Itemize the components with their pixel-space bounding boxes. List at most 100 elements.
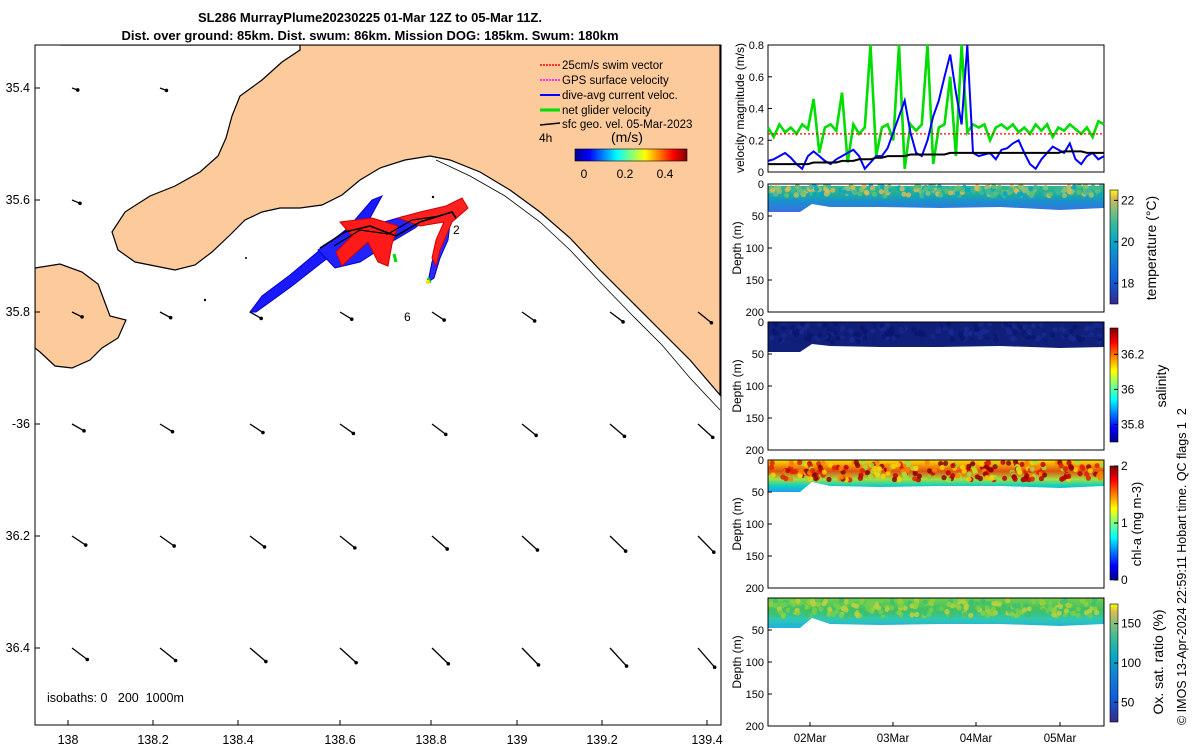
net-glider-track [319, 211, 457, 249]
velocity-ytick: 0.6 [749, 72, 764, 84]
colorbar-tick: 36 [1121, 382, 1135, 396]
geo-arrow [159, 423, 173, 433]
colorbar-tick: 50 [1121, 695, 1135, 709]
legend-gps-velocity: GPS surface velocity [562, 75, 669, 87]
depth-tick: 100 [746, 519, 764, 531]
colorbar-tick: 150 [1121, 617, 1141, 631]
geo-arrow [609, 535, 627, 552]
title-line-2: Dist. over ground: 85km. Dist. swum: 86k… [121, 28, 619, 43]
geo-arrow [339, 311, 353, 320]
chl-cbar-label: chl-a (mg m-3) [1129, 482, 1144, 567]
velocity-ytick: 0.8 [749, 40, 764, 52]
oxygen-ylabel: Depth (m) [730, 635, 744, 688]
lat-tick-label: 35.6 [6, 193, 30, 207]
geo-arrow [697, 423, 714, 438]
legend-swim-vector: 25cm/s swim vector [562, 60, 663, 72]
velocity-ytick: 0.4 [749, 104, 764, 116]
depth-tick: 0 [758, 317, 764, 329]
oxygen-cbar-label: Ox. sat. ratio (%) [1150, 609, 1166, 714]
depth-tick: 0 [758, 455, 764, 467]
waypoint-label-6: 6 [404, 310, 411, 324]
depth-tick: 150 [746, 689, 764, 701]
time-tick-label: 02Mar [794, 733, 827, 745]
dive-avg-current-arrows [249, 195, 384, 313]
lat-axis: 35.4 35.6 35.8 -36 36.2 36.4 [6, 81, 40, 655]
salinity-ylabel: Depth (m) [730, 359, 744, 412]
geo-arrow [249, 647, 267, 663]
geo-arrow [249, 535, 265, 548]
time-tick-label: 04Mar [960, 733, 993, 745]
colorbar-tick: 36.2 [1121, 347, 1145, 361]
waypoint-label-2: 2 [453, 223, 460, 237]
depth-tick: 50 [752, 625, 764, 637]
map-panel: 2 6 25cm/s swim vector GPS surface veloc… [6, 44, 723, 747]
lon-tick-label: 138.8 [415, 733, 446, 747]
velocity-series-line [766, 44, 1105, 169]
colorbar-tick: 20 [1121, 235, 1135, 249]
lat-tick-label: 36.4 [6, 641, 30, 655]
lon-axis: 138 138.2 138.4 138.6 138.8 139 139.2 139.4 [58, 720, 723, 747]
geo-velocity-arrows [71, 87, 717, 670]
depth-tick: 50 [752, 349, 764, 361]
velocity-series-line [768, 150, 1104, 166]
geo-arrow [609, 311, 624, 323]
geo-arrow [431, 647, 449, 665]
geo-arrow [159, 535, 175, 547]
land-mainland [60, 45, 721, 397]
geo-arrow [71, 423, 85, 432]
colorbar-tick-1: 0.2 [617, 167, 634, 181]
legend-sfc-geo: sfc geo. vel. 05-Mar-2023 [562, 119, 692, 131]
geo-arrow [521, 647, 539, 666]
geo-arrow [697, 647, 716, 668]
depth-tick: 100 [746, 381, 764, 393]
geo-arrow [609, 423, 625, 437]
geo-arrow [71, 535, 87, 546]
salinity-panel: 0 50 100 150 200 36.2 36 35.8 Depth (m) salinit… [730, 317, 1169, 457]
velocity-ytick: 0 [758, 167, 764, 179]
colorbar-tick: 100 [1121, 656, 1141, 670]
temperature-cbar-label: temperature (°C) [1143, 196, 1159, 300]
time-tick-label: 05Mar [1044, 733, 1077, 745]
geo-arrow [609, 647, 628, 667]
depth-tick: 200 [746, 307, 764, 319]
map-legend: 25cm/s swim vector GPS surface velocity … [539, 60, 692, 181]
temperature-ylabel: Depth (m) [730, 221, 744, 274]
geo-arrow [431, 423, 447, 435]
depth-tick: 150 [746, 551, 764, 563]
colorbar-tick: 2 [1121, 459, 1128, 473]
oxygen-panel: 50 100 150 200 150 100 50 Depth (m) Ox. sat. r… [730, 597, 1166, 745]
lat-tick-label: -36 [12, 417, 30, 431]
time-axis: 02Mar 03Mar 04Mar 05Mar [794, 722, 1077, 745]
lon-tick-label: 139.2 [586, 733, 617, 747]
depth-tick: 100 [746, 657, 764, 669]
velocity-panel: 0 0.2 0.4 0.6 0.8 velocity magnitude (m/s) [733, 40, 1105, 179]
velocity-ytick: 0.2 [749, 135, 764, 147]
lon-tick-label: 138 [58, 733, 79, 747]
depth-tick: 200 [746, 583, 764, 595]
colorbar-tick-0: 0 [581, 167, 588, 181]
lon-tick-label: 139 [507, 733, 528, 747]
footer-credit: © IMOS 13-Apr-2024 22:59:11 Hobart time.… [1175, 408, 1189, 725]
isobath-note: isobaths: 0 200 1000m [47, 691, 184, 705]
depth-tick: 50 [752, 487, 764, 499]
speed-colorbar [574, 148, 688, 162]
lon-tick-label: 138.4 [222, 733, 253, 747]
legend-interval: 4h [539, 131, 552, 145]
colorbar-tick: 0 [1121, 573, 1128, 587]
colorbar-tick: 18 [1121, 276, 1135, 290]
chl-ylabel: Depth (m) [730, 497, 744, 550]
legend-dive-avg: dive-avg current veloc. [562, 90, 678, 102]
glider-track [249, 195, 469, 313]
lon-tick-label: 138.6 [324, 733, 355, 747]
title-line-1: SL286 MurrayPlume20230225 01-Mar 12Z to … [198, 10, 542, 25]
time-tick-label: 03Mar [877, 733, 910, 745]
lon-tick-label: 139.4 [691, 733, 722, 747]
geo-arrow [71, 311, 83, 318]
geo-arrow [339, 647, 357, 664]
geo-arrow [339, 423, 354, 434]
velocity-ylabel: velocity magnitude (m/s) [733, 43, 747, 173]
geo-arrow [521, 535, 538, 551]
geo-arrow [249, 311, 262, 319]
colorbar-tick-2: 0.4 [657, 167, 674, 181]
